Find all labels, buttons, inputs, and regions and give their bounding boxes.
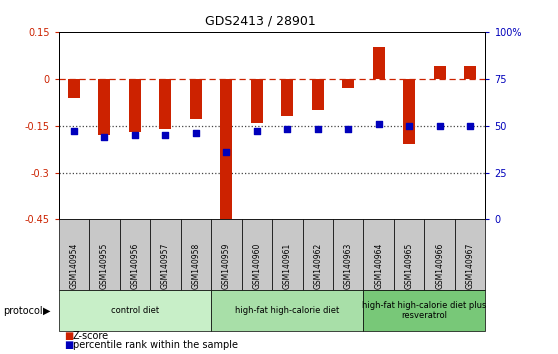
Text: GSM140961: GSM140961 <box>283 242 292 289</box>
Text: GSM140958: GSM140958 <box>191 242 200 289</box>
Point <box>222 149 231 155</box>
Bar <box>403 79 415 144</box>
Bar <box>68 79 80 97</box>
Bar <box>312 79 324 110</box>
Text: GSM140965: GSM140965 <box>405 242 413 289</box>
Text: GSM140954: GSM140954 <box>69 242 78 289</box>
Text: ▶: ▶ <box>43 306 50 316</box>
Bar <box>251 79 263 122</box>
Text: ■: ■ <box>64 331 74 341</box>
Point <box>374 121 383 127</box>
Text: high-fat high-calorie diet: high-fat high-calorie diet <box>235 306 339 315</box>
Text: GSM140966: GSM140966 <box>435 242 444 289</box>
Text: protocol: protocol <box>3 306 42 316</box>
Bar <box>464 66 477 79</box>
Point <box>100 134 109 140</box>
Bar <box>342 79 354 88</box>
Point <box>313 127 322 132</box>
Text: GSM140964: GSM140964 <box>374 242 383 289</box>
Bar <box>434 66 446 79</box>
Point <box>161 132 170 138</box>
Point <box>435 123 444 129</box>
Bar <box>220 79 232 226</box>
Text: percentile rank within the sample: percentile rank within the sample <box>73 340 238 350</box>
Text: GSM140955: GSM140955 <box>100 242 109 289</box>
Text: GSM140963: GSM140963 <box>344 242 353 289</box>
Point <box>283 127 292 132</box>
Bar <box>373 47 385 79</box>
Text: GSM140959: GSM140959 <box>222 242 231 289</box>
Point <box>252 129 261 134</box>
Bar <box>281 79 294 116</box>
Text: high-fat high-calorie diet plus
resveratrol: high-fat high-calorie diet plus resverat… <box>362 301 487 320</box>
Bar <box>159 79 171 129</box>
Text: GDS2413 / 28901: GDS2413 / 28901 <box>205 14 316 27</box>
Point <box>69 129 78 134</box>
Bar <box>98 79 110 135</box>
Bar <box>129 79 141 132</box>
Text: GSM140962: GSM140962 <box>313 242 323 289</box>
Text: Z-score: Z-score <box>73 331 109 341</box>
Point <box>405 123 413 129</box>
Point <box>131 132 140 138</box>
Text: GSM140960: GSM140960 <box>252 242 261 289</box>
Text: control diet: control diet <box>110 306 159 315</box>
Point <box>344 127 353 132</box>
Text: GSM140956: GSM140956 <box>131 242 140 289</box>
Point <box>191 130 200 136</box>
Text: GSM140957: GSM140957 <box>161 242 170 289</box>
Bar <box>190 79 202 119</box>
Text: GSM140967: GSM140967 <box>466 242 475 289</box>
Text: ■: ■ <box>64 340 74 350</box>
Point <box>466 123 475 129</box>
